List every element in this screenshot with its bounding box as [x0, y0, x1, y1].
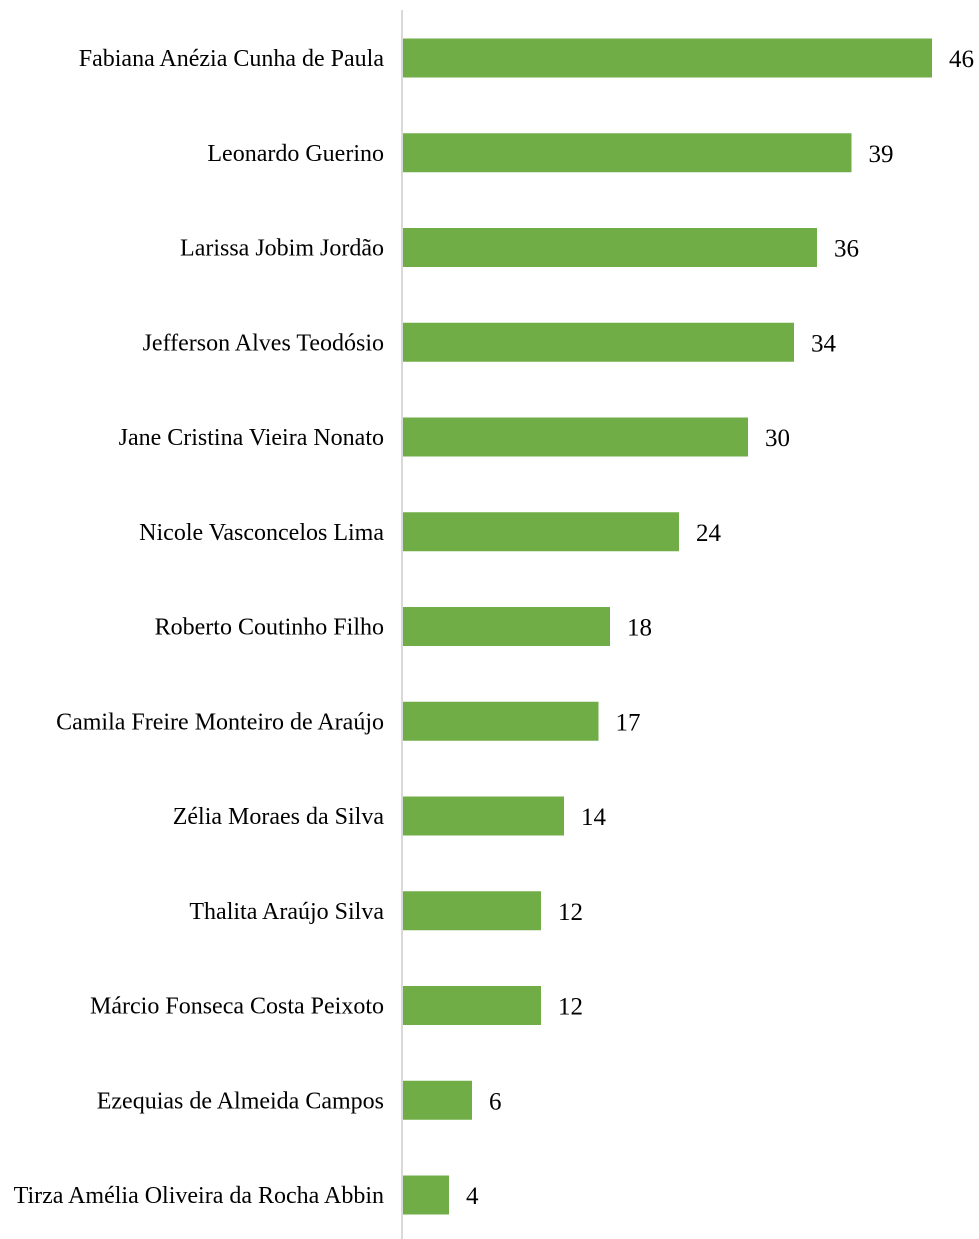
- category-label: Larissa Jobim Jordão: [180, 236, 384, 262]
- bar: [403, 322, 794, 362]
- data-label: 39: [869, 141, 894, 168]
- bar: [403, 891, 541, 931]
- bar: [403, 701, 599, 741]
- bar: [403, 796, 564, 836]
- bar: [403, 1175, 449, 1215]
- bar: [403, 38, 932, 78]
- category-label: Thalita Araújo Silva: [189, 899, 384, 925]
- category-label: Nicole Vasconcelos Lima: [139, 520, 384, 546]
- value-labels-group: 46 39 36 34 30 24 18 17 14 12 12 6 4: [466, 46, 974, 1210]
- data-label: 36: [834, 236, 859, 263]
- category-label: Roberto Coutinho Filho: [155, 615, 384, 641]
- data-label: 4: [466, 1183, 479, 1210]
- bar: [403, 417, 748, 457]
- category-label: Leonardo Guerino: [207, 141, 384, 167]
- data-label: 12: [558, 994, 583, 1021]
- data-label: 24: [696, 520, 722, 547]
- category-label: Fabiana Anézia Cunha de Paula: [79, 46, 385, 72]
- category-label: Tirza Amélia Oliveira da Rocha Abbin: [14, 1183, 384, 1209]
- bars-group: [403, 38, 932, 1215]
- data-label: 14: [581, 804, 607, 831]
- category-label: Zélia Moraes da Silva: [173, 804, 385, 830]
- category-label: Camila Freire Monteiro de Araújo: [56, 709, 384, 735]
- data-label: 30: [765, 425, 790, 452]
- data-label: 46: [949, 46, 974, 73]
- data-label: 12: [558, 899, 583, 926]
- bar: [403, 607, 610, 646]
- data-label: 6: [489, 1088, 502, 1115]
- bar: [403, 228, 817, 267]
- data-label: 34: [811, 330, 837, 357]
- bar: [403, 986, 541, 1025]
- bar: [403, 512, 679, 552]
- bar: [403, 1080, 472, 1120]
- category-label: Ezequias de Almeida Campos: [97, 1088, 384, 1114]
- category-label: Márcio Fonseca Costa Peixoto: [90, 994, 384, 1020]
- bar: [403, 133, 852, 173]
- category-labels-group: Fabiana Anézia Cunha de Paula Leonardo Gu…: [14, 46, 385, 1209]
- data-label: 17: [616, 709, 641, 736]
- category-label: Jefferson Alves Teodósio: [143, 330, 384, 356]
- data-label: 18: [627, 615, 652, 642]
- category-label: Jane Cristina Vieira Nonato: [119, 425, 384, 451]
